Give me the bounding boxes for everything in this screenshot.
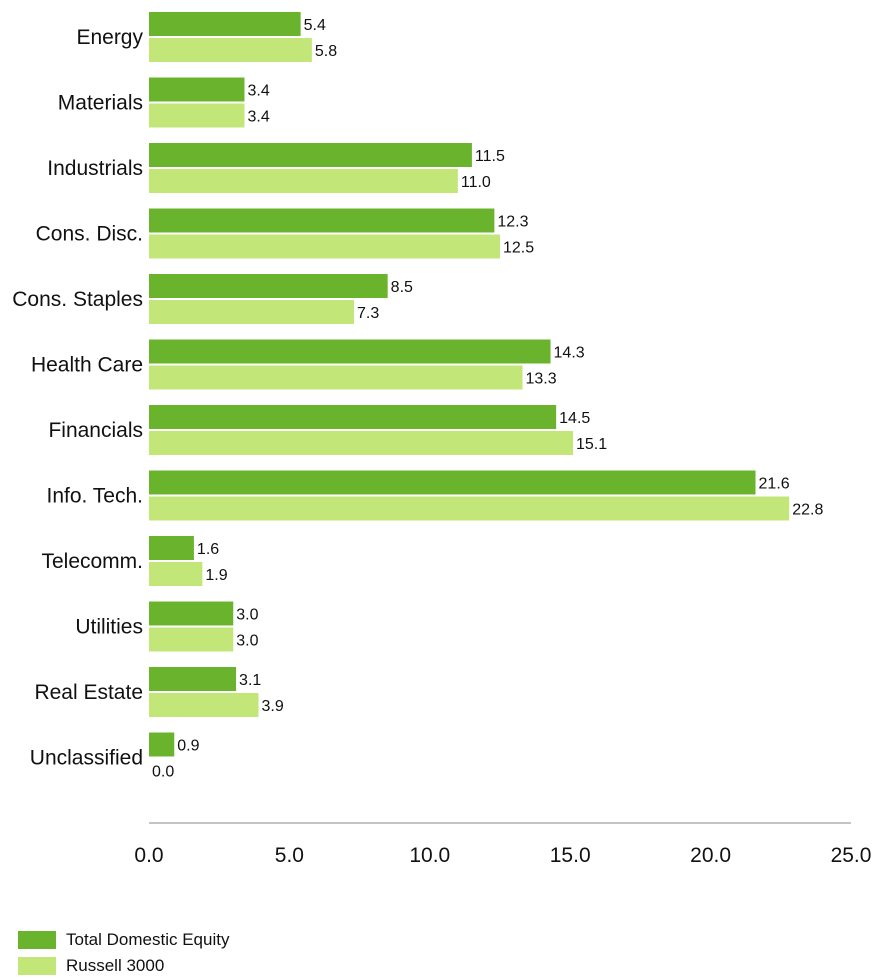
category-label: Health Care <box>31 354 143 377</box>
bar <box>149 208 495 233</box>
data-label: 15.1 <box>576 436 607 453</box>
category-label: Cons. Disc. <box>36 223 143 246</box>
data-label: 3.0 <box>236 633 258 650</box>
category-label: Telecomm. <box>41 550 143 573</box>
bar <box>149 693 259 717</box>
bar <box>149 300 354 324</box>
legend-label: Total Domestic Equity <box>66 930 230 949</box>
data-label: 22.8 <box>792 502 823 519</box>
data-label: 1.9 <box>205 567 227 584</box>
bar <box>149 274 388 298</box>
x-tick-label: 5.0 <box>275 844 304 867</box>
bar <box>149 12 301 36</box>
category-label: Unclassified <box>30 747 143 770</box>
bar <box>149 143 472 167</box>
category-label: Industrials <box>47 157 143 180</box>
data-label: 13.3 <box>525 371 556 388</box>
data-label: 3.0 <box>236 607 258 624</box>
data-label: 0.9 <box>177 738 199 755</box>
data-label: 3.1 <box>239 672 261 689</box>
bar <box>149 365 523 390</box>
x-tick-label: 20.0 <box>690 844 731 867</box>
data-label: 3.9 <box>262 698 284 715</box>
legend-item-russell-3000: Russell 3000 <box>18 953 229 979</box>
x-tick-label: 10.0 <box>409 844 450 867</box>
bar <box>149 562 203 586</box>
legend: Total Domestic Equity Russell 3000 <box>18 927 229 979</box>
category-label: Utilities <box>75 616 143 639</box>
data-label: 8.5 <box>391 279 413 296</box>
bar <box>149 732 175 757</box>
x-tick-label: 25.0 <box>831 844 872 867</box>
bar <box>149 601 234 626</box>
bar <box>149 339 551 364</box>
bar <box>149 536 194 560</box>
legend-swatch <box>18 957 56 975</box>
category-label: Energy <box>76 26 143 49</box>
bar <box>149 431 574 455</box>
data-label: 11.5 <box>475 148 505 165</box>
labels-layer: Energy 5.4 5.8 Materials 3.4 3.4 Industrials 11… <box>12 17 823 781</box>
data-label: 14.3 <box>554 345 585 362</box>
category-label: Info. Tech. <box>46 485 143 508</box>
bar <box>149 496 790 521</box>
bars-layer <box>149 12 790 757</box>
x-axis-ticks: 0.0 5.0 10.0 15.0 20.0 25.0 <box>134 844 871 867</box>
data-label: 3.4 <box>247 83 269 100</box>
data-label: 3.4 <box>247 109 269 126</box>
bar <box>149 627 234 652</box>
category-label: Materials <box>58 92 143 115</box>
data-label: 1.6 <box>197 541 219 558</box>
legend-swatch <box>18 931 56 949</box>
bar <box>149 169 458 193</box>
data-label: 0.0 <box>152 764 174 781</box>
category-label: Financials <box>48 419 143 442</box>
x-tick-label: 0.0 <box>134 844 163 867</box>
data-label: 11.0 <box>461 174 491 191</box>
data-label: 14.5 <box>559 410 590 427</box>
data-label: 7.3 <box>357 305 379 322</box>
bar <box>149 38 312 62</box>
x-tick-label: 15.0 <box>550 844 591 867</box>
bar <box>149 667 237 691</box>
bar <box>149 103 245 128</box>
legend-label: Russell 3000 <box>66 956 165 975</box>
bar <box>149 470 756 495</box>
data-label: 5.4 <box>304 17 326 34</box>
category-label: Cons. Staples <box>12 288 143 311</box>
legend-item-total-domestic-equity: Total Domestic Equity <box>18 927 229 953</box>
data-label: 12.3 <box>497 214 528 231</box>
category-label: Real Estate <box>34 681 143 704</box>
bar <box>149 234 500 259</box>
data-label: 12.5 <box>503 240 534 257</box>
bar <box>149 77 245 102</box>
bar-chart: Energy 5.4 5.8 Materials 3.4 3.4 Industrials 11… <box>12 12 871 867</box>
bar <box>149 405 557 429</box>
data-label: 21.6 <box>759 476 790 493</box>
data-label: 5.8 <box>315 43 337 60</box>
